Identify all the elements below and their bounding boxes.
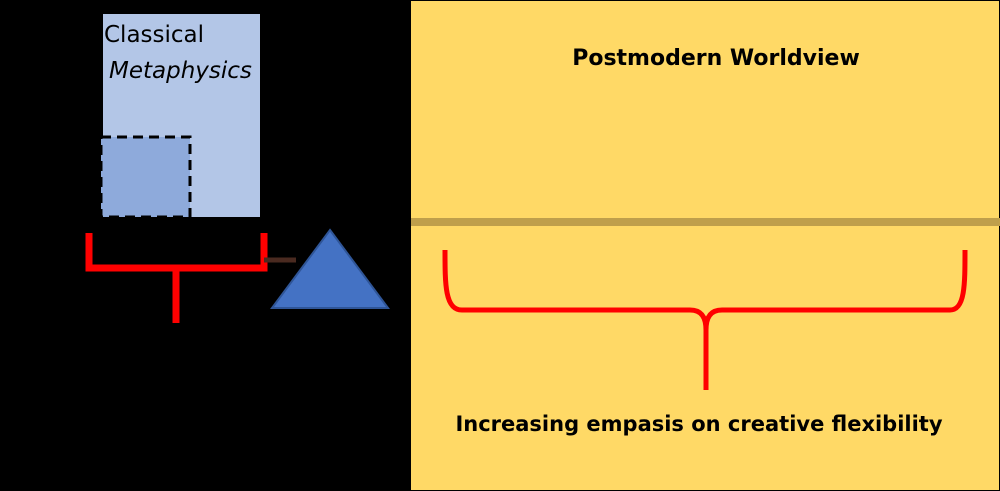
classical-label-line1: Classical — [104, 22, 204, 48]
postmodern-caption: Increasing empasis on creative flexibili… — [455, 412, 942, 436]
triangle-icon — [270, 228, 390, 309]
postmodern-panel — [409, 0, 1000, 491]
classical-label-line2: Metaphysics — [109, 58, 252, 84]
postmodern-divider — [411, 218, 1000, 226]
inner-square — [99, 135, 192, 219]
postmodern-bracket — [442, 249, 968, 390]
postmodern-title: Postmodern Worldview — [572, 46, 860, 71]
classical-bracket — [85, 233, 268, 323]
